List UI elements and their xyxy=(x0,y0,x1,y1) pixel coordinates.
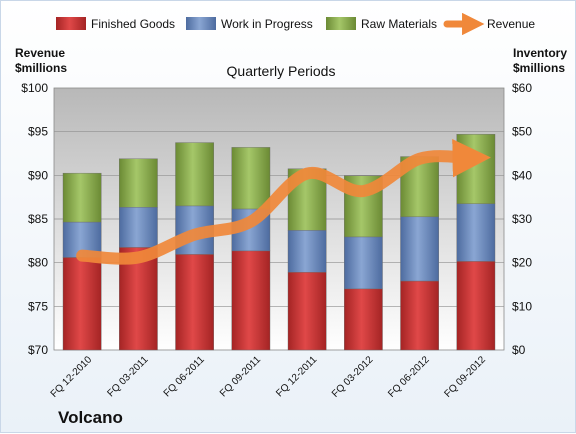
right-axis-tick-label: $30 xyxy=(512,212,532,226)
left-axis-tick-label: $95 xyxy=(28,125,48,139)
right-axis-tick-label: $20 xyxy=(512,256,532,270)
legend-swatch-work-in-progress xyxy=(186,17,216,30)
chart-legend: Finished Goods Work in Progress Raw Mate… xyxy=(56,12,535,36)
right-axis-title-line-1: Inventory xyxy=(513,46,567,60)
right-axis-tick-label: $10 xyxy=(512,299,532,313)
right-axis-title-line-2: $millions xyxy=(513,61,565,75)
bar-stacks: Finished Goods FQ 12-2010: 21.2 Work in P… xyxy=(62,134,496,351)
right-axis-tick-label: $50 xyxy=(512,125,532,139)
bar-finished-goods: Finished Goods FQ 09-2012: 20.3 xyxy=(456,261,496,351)
x-axis-ticks: FQ 12-2010 FQ 03-2011 FQ 06-2011 FQ 09-2011… xyxy=(49,354,489,400)
left-axis-title-line-1: Revenue xyxy=(15,46,65,60)
left-axis-tick-label: $100 xyxy=(21,81,48,95)
revenue-point: Revenue FQ 03-2012: 88.2 xyxy=(362,190,365,193)
bar-raw-materials: Raw Materials FQ 03-2011: 11.1 xyxy=(119,158,158,208)
chart-subtitle: Quarterly Periods xyxy=(227,63,336,79)
bar-work-in-progress: Work in Progress FQ 12-2011: 9.6 xyxy=(287,230,327,273)
bar-raw-materials: Raw Materials FQ 09-2012: 15.9 xyxy=(456,134,496,204)
legend-label-finished-goods: Finished Goods xyxy=(91,17,175,31)
company-name: Volcano xyxy=(58,408,123,427)
right-axis-tick-label: $40 xyxy=(512,168,532,182)
x-axis-tick-label: FQ 12-2011 xyxy=(274,354,319,399)
bar-finished-goods: Finished Goods FQ 03-2012: 14 xyxy=(344,288,383,351)
bar-work-in-progress: Work in Progress FQ 03-2011: 9.2 xyxy=(119,207,158,248)
revenue-point: Revenue FQ 03-2011: 80.6 xyxy=(137,256,140,259)
left-axis-tick-label: $90 xyxy=(28,168,48,182)
left-axis-tick-label: $85 xyxy=(28,212,48,226)
right-axis-tick-label: $60 xyxy=(512,81,532,95)
x-axis-tick-label: FQ 03-2011 xyxy=(106,354,151,399)
revenue-point: Revenue FQ 09-2011: 84.7 xyxy=(249,220,252,223)
bar-finished-goods: Finished Goods FQ 09-2011: 22.7 xyxy=(231,250,271,351)
x-axis-tick-label: FQ 03-2012 xyxy=(330,354,376,400)
bar-work-in-progress: Work in Progress FQ 09-2012: 13.2 xyxy=(456,203,496,262)
revenue-point: Revenue FQ 09-2012: 92 xyxy=(466,156,469,159)
revenue-point: Revenue FQ 06-2011: 83.2 xyxy=(193,233,196,236)
revenue-line xyxy=(76,138,491,265)
legend-swatch-finished-goods xyxy=(56,17,86,30)
legend-label-revenue: Revenue xyxy=(487,17,535,31)
bar-raw-materials: Raw Materials FQ 09-2011: 14.1 xyxy=(231,147,271,210)
x-axis-tick-label: FQ 12-2010 xyxy=(49,354,95,400)
x-axis-tick-label: FQ 09-2011 xyxy=(218,354,263,399)
bar-finished-goods: Finished Goods FQ 12-2010: 21.2 xyxy=(62,257,102,351)
x-axis-tick-label: FQ 06-2012 xyxy=(386,354,432,400)
x-axis-tick-label: FQ 09-2012 xyxy=(442,354,488,400)
revenue-point: Revenue FQ 12-2011: 90.2 xyxy=(306,172,309,175)
left-axis-ticks: $70 $75 $80 $85 $90 $95 $100 xyxy=(21,81,48,357)
left-axis-tick-label: $80 xyxy=(28,256,48,270)
bar-work-in-progress: Work in Progress FQ 06-2012: 14.7 xyxy=(400,216,439,282)
revenue-line-group: Revenue FQ 12-2010: 80.8 Revenue FQ 03-20… xyxy=(76,138,491,265)
bar-raw-materials: Raw Materials FQ 06-2011: 14.5 xyxy=(175,142,214,207)
left-axis-tick-label: $75 xyxy=(28,299,48,313)
right-axis-ticks: $0 $10 $20 $30 $40 $50 $60 xyxy=(512,81,532,357)
left-axis-title-line-2: $millions xyxy=(15,61,67,75)
left-axis-tick-label: $70 xyxy=(28,343,48,357)
bar-finished-goods: Finished Goods FQ 06-2011: 21.9 xyxy=(175,254,214,351)
bar-finished-goods: Finished Goods FQ 12-2011: 17.8 xyxy=(287,272,327,351)
bar-finished-goods: Finished Goods FQ 06-2012: 15.8 xyxy=(400,280,439,351)
legend-label-work-in-progress: Work in Progress xyxy=(221,17,313,31)
legend-label-raw-materials: Raw Materials xyxy=(361,17,437,31)
x-axis-tick-label: FQ 06-2011 xyxy=(162,354,207,399)
right-axis-tick-label: $0 xyxy=(512,343,526,357)
bar-raw-materials: Raw Materials FQ 12-2010: 11.2 xyxy=(62,172,102,223)
revenue-point: Revenue FQ 06-2012: 91.9 xyxy=(418,157,421,160)
bar-work-in-progress: Work in Progress FQ 03-2012: 11.9 xyxy=(344,236,383,290)
legend-swatch-raw-materials xyxy=(326,17,356,30)
revenue-point: Revenue FQ 12-2010: 80.8 xyxy=(81,254,84,257)
